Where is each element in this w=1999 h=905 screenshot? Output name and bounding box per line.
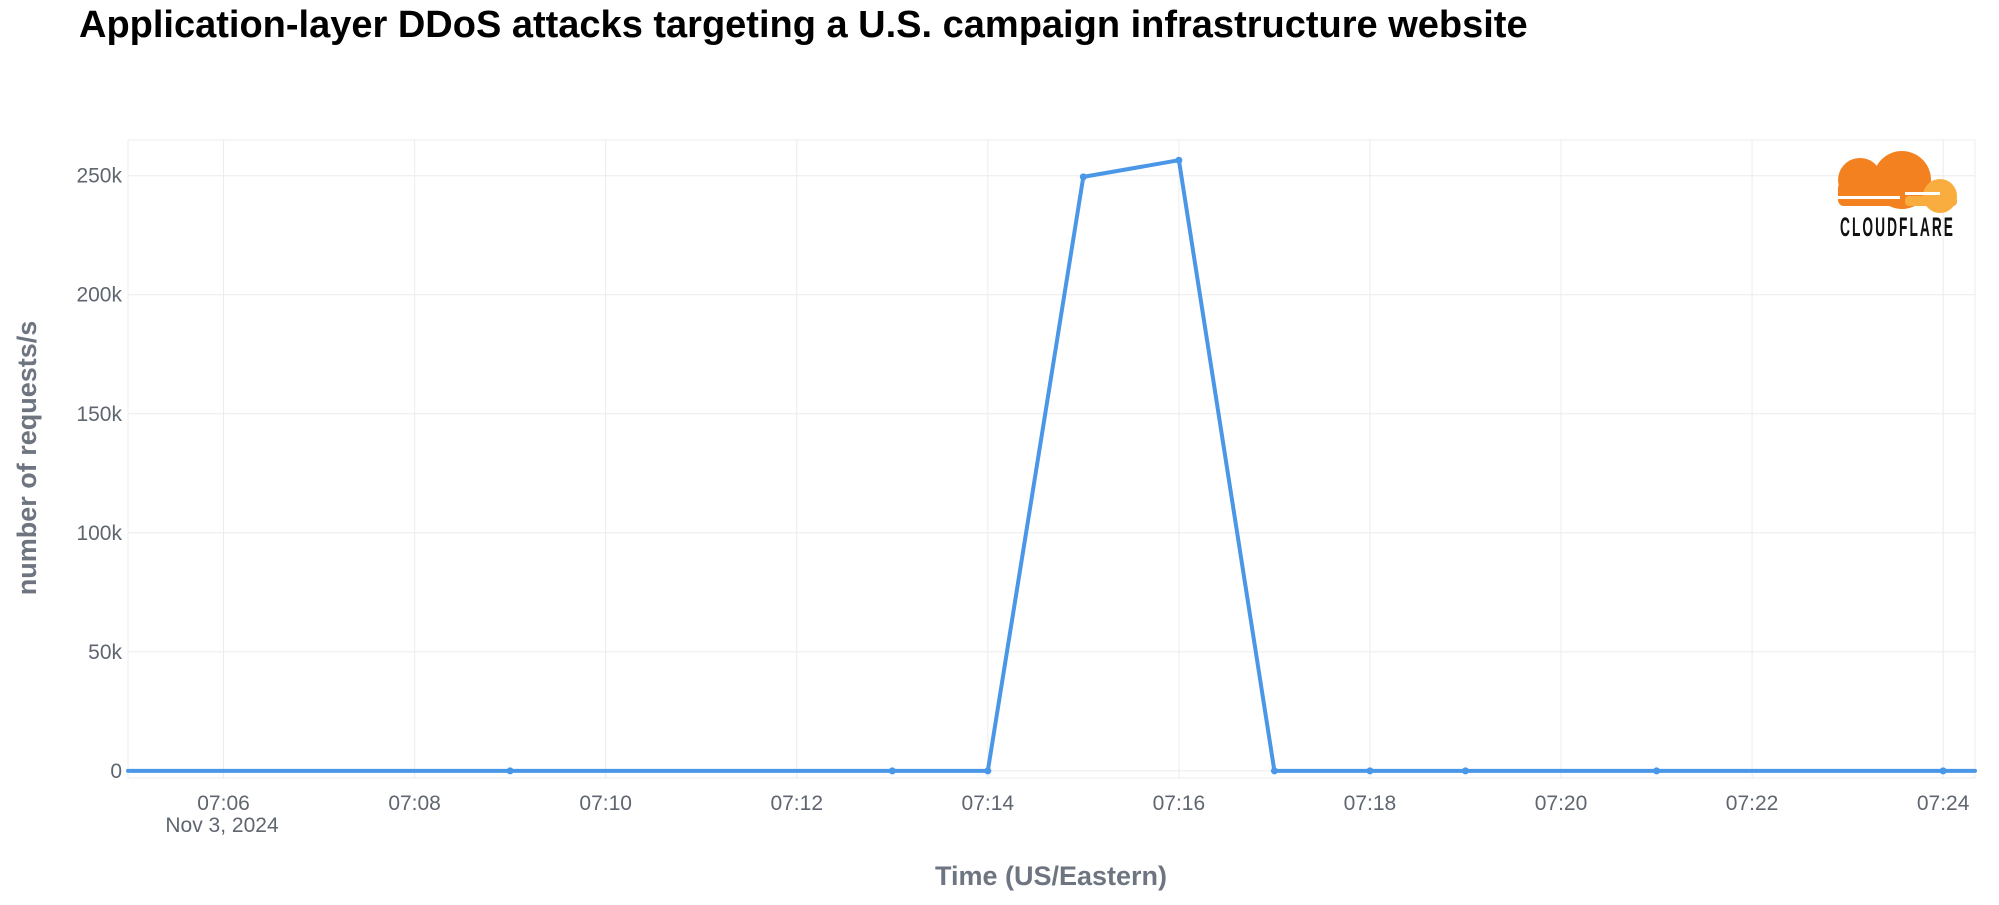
data-point <box>1175 156 1183 164</box>
x-tick-label: 07:10 <box>579 792 632 815</box>
cloudflare-wordmark: CLOUDFLARE <box>1840 212 1955 242</box>
data-series <box>126 156 1977 775</box>
data-point <box>1270 767 1278 775</box>
data-point <box>506 767 514 775</box>
data-point <box>984 767 992 775</box>
series-line <box>126 158 1977 773</box>
cloudflare-logo: CLOUDFLARE <box>1838 151 1957 242</box>
data-point <box>1461 767 1469 775</box>
data-point <box>1366 767 1374 775</box>
cloud-icon <box>1838 151 1957 213</box>
data-point <box>1939 767 1947 775</box>
y-tick-label: 0 <box>110 760 122 783</box>
x-tick-label: 07:06 <box>197 792 250 815</box>
y-axis-title: number of requests/s <box>12 321 42 596</box>
x-tick-label: 07:08 <box>388 792 441 815</box>
grid-lines <box>127 139 1976 779</box>
y-tick-label: 150k <box>76 403 122 426</box>
y-tick-label: 100k <box>76 522 122 545</box>
data-point <box>1079 173 1087 181</box>
y-tick-label: 50k <box>88 641 122 664</box>
x-tick-label: 07:12 <box>770 792 823 815</box>
x-tick-label: 07:20 <box>1535 792 1588 815</box>
chart-title: Application-layer DDoS attacks targeting… <box>79 4 1528 46</box>
data-point <box>1653 767 1661 775</box>
y-tick-label: 250k <box>76 165 122 188</box>
data-point <box>888 767 896 775</box>
x-tick-label: 07:22 <box>1726 792 1779 815</box>
x-tick-label: 07:24 <box>1917 792 1970 815</box>
x-axis-title: Time (US/Eastern) <box>935 861 1167 891</box>
x-tick-label: 07:14 <box>962 792 1015 815</box>
x-tick-label: 07:16 <box>1153 792 1206 815</box>
x-tick-label: 07:18 <box>1344 792 1397 815</box>
y-tick-label: 200k <box>76 284 122 307</box>
axes: 0 50k 100k 150k 200k 250k 07:06 07:08 07:10 07:12… <box>76 165 1969 815</box>
plot-frame <box>127 139 1976 779</box>
x-axis-date-label: Nov 3, 2024 <box>165 814 279 837</box>
